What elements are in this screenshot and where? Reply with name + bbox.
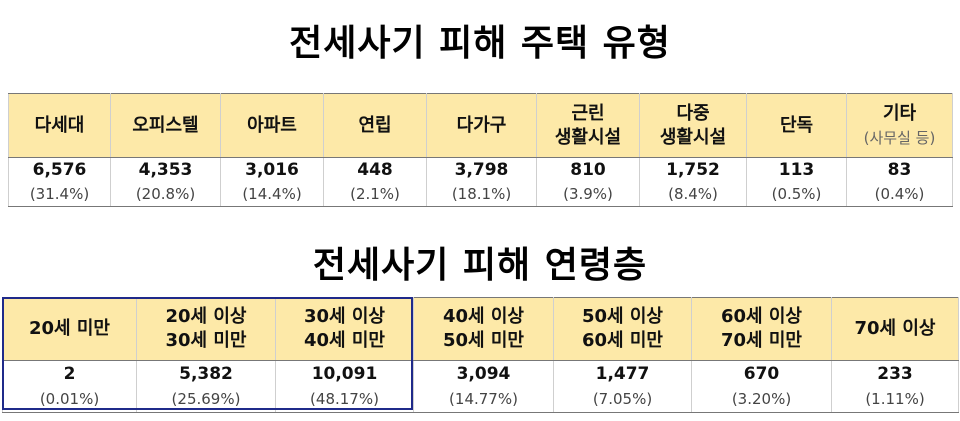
housing-pct-cell: (0.5%) <box>746 182 847 207</box>
housing-pct-cell: (14.4%) <box>220 182 324 207</box>
housing-count-cell: 3,798 <box>426 157 537 182</box>
housing-header-cell: 아파트 <box>220 93 324 158</box>
age-pct-cell: (3.20%) <box>691 386 832 413</box>
housing-header-cell: 다중 생활시설 <box>639 93 747 158</box>
housing-pct-cell: (31.4%) <box>8 182 111 207</box>
age-count-cell: 1,477 <box>553 360 692 386</box>
housing-pct-row: (31.4%) (20.8%) (14.4%) (2.1%) (18.1%) (… <box>8 182 953 207</box>
age-pct-cell: (7.05%) <box>553 386 692 413</box>
age-count-cell: 10,091 <box>275 360 414 386</box>
age-pct-cell: (0.01%) <box>2 386 137 413</box>
housing-header-cell: 다가구 <box>426 93 537 158</box>
housing-count-cell: 810 <box>536 157 640 182</box>
housing-count-cell: 83 <box>846 157 953 182</box>
age-pct-cell: (1.11%) <box>831 386 959 413</box>
age-header-cell: 50세 이상 60세 미만 <box>553 297 692 361</box>
housing-count-cell: 4,353 <box>110 157 221 182</box>
age-header-cell: 20세 미만 <box>2 297 137 361</box>
housing-header-cell: 연립 <box>323 93 427 158</box>
housing-header-row: 다세대 오피스텔 아파트 연립 다가구 근린 생활시설 다중 생활시설 단독 기타(… <box>8 93 953 158</box>
age-header-cell: 30세 이상 40세 미만 <box>275 297 414 361</box>
housing-pct-cell: (8.4%) <box>639 182 747 207</box>
housing-count-cell: 113 <box>746 157 847 182</box>
age-header-cell: 40세 이상 50세 미만 <box>413 297 554 361</box>
age-pct-cell: (14.77%) <box>413 386 554 413</box>
age-count-cell: 670 <box>691 360 832 386</box>
age-header-cell: 70세 이상 <box>831 297 959 361</box>
age-count-row: 2 5,382 10,091 3,094 1,477 670 233 <box>2 360 959 386</box>
age-pct-row: (0.01%) (25.69%) (48.17%) (14.77%) (7.05… <box>2 386 959 413</box>
age-count-cell: 233 <box>831 360 959 386</box>
age-header-row: 20세 미만 20세 이상 30세 미만 30세 이상 40세 미만 40세 이상 5… <box>2 297 959 361</box>
housing-header-cell: 오피스텔 <box>110 93 221 158</box>
age-group-table: 20세 미만 20세 이상 30세 미만 30세 이상 40세 미만 40세 이상 5… <box>2 297 959 413</box>
housing-count-cell: 1,752 <box>639 157 747 182</box>
housing-pct-cell: (0.4%) <box>846 182 953 207</box>
housing-pct-cell: (2.1%) <box>323 182 427 207</box>
housing-pct-cell: (3.9%) <box>536 182 640 207</box>
age-count-cell: 2 <box>2 360 137 386</box>
housing-type-table: 다세대 오피스텔 아파트 연립 다가구 근린 생활시설 다중 생활시설 단독 기타(… <box>8 93 953 207</box>
age-count-cell: 5,382 <box>136 360 276 386</box>
age-header-cell: 60세 이상 70세 미만 <box>691 297 832 361</box>
housing-header-cell: 단독 <box>746 93 847 158</box>
housing-type-title: 전세사기 피해 주택 유형 <box>289 23 671 64</box>
housing-pct-cell: (18.1%) <box>426 182 537 207</box>
housing-count-cell: 3,016 <box>220 157 324 182</box>
age-header-cell: 20세 이상 30세 미만 <box>136 297 276 361</box>
housing-count-cell: 6,576 <box>8 157 111 182</box>
age-pct-cell: (25.69%) <box>136 386 276 413</box>
age-group-title: 전세사기 피해 연령층 <box>312 245 648 286</box>
housing-header-cell: 다세대 <box>8 93 111 158</box>
housing-count-cell: 448 <box>323 157 427 182</box>
housing-header-cell: 기타 (사무실 등) <box>846 93 953 158</box>
housing-count-row: 6,576 4,353 3,016 448 3,798 810 1,752 11… <box>8 157 953 182</box>
housing-header-cell: 근린 생활시설 <box>536 93 640 158</box>
age-count-cell: 3,094 <box>413 360 554 386</box>
housing-pct-cell: (20.8%) <box>110 182 221 207</box>
age-pct-cell: (48.17%) <box>275 386 414 413</box>
